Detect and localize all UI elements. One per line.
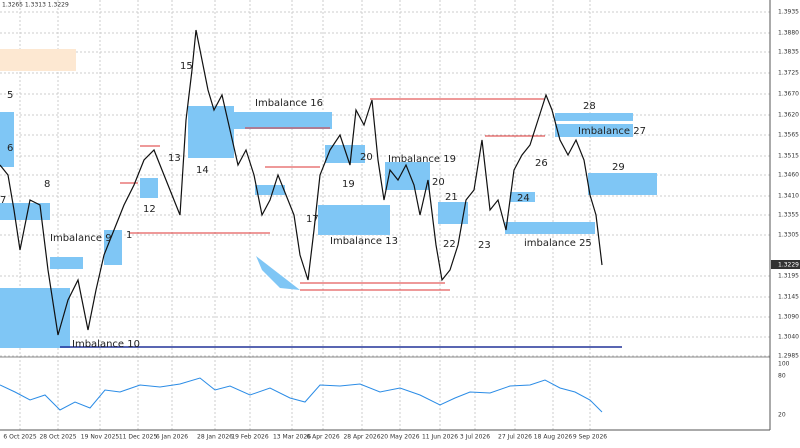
- indicator-label: 100: [778, 361, 790, 368]
- imbalance-zone: [140, 178, 158, 198]
- price-label: 1.3305: [778, 232, 799, 239]
- price-label: 1.3040: [778, 334, 799, 341]
- current-price-box: [771, 260, 800, 269]
- price-label: 1.2985: [778, 353, 799, 360]
- imbalance-zone: [555, 113, 633, 121]
- imbalance-zone: [505, 222, 595, 234]
- date-label: 20 May 2026: [380, 434, 419, 441]
- annotation: 22: [443, 239, 456, 250]
- indicator-label: 20: [778, 412, 786, 419]
- imbalance-zone: [555, 124, 633, 137]
- date-label: 6 Jan 2026: [156, 434, 188, 441]
- annotation: 29: [612, 162, 625, 173]
- date-label: 18 Aug 2026: [534, 434, 573, 441]
- date-label: 9 Sep 2026: [573, 434, 607, 441]
- annotation: 1: [126, 230, 132, 241]
- price-label: 1.3725: [778, 70, 799, 77]
- annotation: 21: [445, 192, 458, 203]
- annotation: 20: [432, 177, 445, 188]
- price-label: 1.3880: [778, 30, 799, 37]
- date-label: 6 Apr 2026: [306, 434, 339, 441]
- date-label: 28 Apr 2026: [343, 434, 380, 441]
- date-label: 13 Mar 2026: [273, 434, 311, 441]
- annotation: 8: [44, 179, 50, 190]
- imbalance-zone: [385, 162, 430, 190]
- date-label: 28 Oct 2025: [39, 434, 76, 441]
- date-label: 19 Feb 2026: [231, 434, 269, 441]
- annotation: 19: [342, 179, 355, 190]
- price-label: 1.3515: [778, 153, 799, 160]
- annotation: 17: [306, 214, 319, 225]
- imbalance-zone: [188, 106, 234, 158]
- current-price: 1.3229: [778, 262, 799, 269]
- date-label: 11 Jun 2026: [422, 434, 458, 441]
- date-label: 27 Jul 2026: [498, 434, 532, 441]
- imbalance-zone: [232, 112, 332, 129]
- indicator-label: 80: [778, 373, 786, 380]
- price-label: 1.3410: [778, 193, 799, 200]
- indicator-line: [0, 377, 603, 413]
- imbalance-zone: [104, 230, 122, 265]
- date-label: 19 Nov 2025: [81, 434, 120, 441]
- price-label: 1.3090: [778, 314, 799, 321]
- annotation: 28: [583, 101, 596, 112]
- imbalance-zone: [0, 288, 70, 348]
- annotation: Imbalance 16: [255, 98, 323, 109]
- levels: [60, 98, 622, 348]
- annotation: Imbalance 9: [50, 233, 112, 244]
- annotation: 6: [7, 143, 13, 154]
- annotation: 12: [143, 204, 156, 215]
- price-label: 1.3460: [778, 172, 799, 179]
- ohlc-header: 1.3265 1.3313 1.3229: [2, 2, 69, 9]
- imbalance-zone: [510, 192, 535, 202]
- imbalance-zone: [0, 203, 50, 220]
- date-label: 6 Oct 2025: [3, 434, 36, 441]
- date-label: 3 Jul 2026: [460, 434, 490, 441]
- imbalance-zone: [588, 173, 657, 195]
- price-label: 1.3935: [778, 9, 799, 16]
- imbalance-zone: [0, 112, 14, 167]
- annotation: 7: [0, 195, 6, 206]
- annotation: 20: [360, 152, 373, 163]
- annotation: 14: [196, 165, 209, 176]
- annotation: 13: [168, 153, 181, 164]
- imbalance-zone: [438, 202, 468, 224]
- price-label: 1.3835: [778, 49, 799, 56]
- imbalance-zone: [318, 205, 390, 235]
- date-label: 28 Jan 2026: [197, 434, 233, 441]
- imbalance-zone: [325, 145, 365, 163]
- annotation: 26: [535, 158, 548, 169]
- annotation: imbalance 25: [524, 238, 592, 249]
- date-label: 11 Dec 2025: [119, 434, 158, 441]
- annotation: 15: [180, 61, 193, 72]
- annotation: Imbalance 27: [578, 126, 646, 137]
- imbalance-zone: [50, 257, 83, 269]
- annotation: 5: [7, 90, 13, 101]
- annotation: Imbalance 10: [72, 339, 140, 350]
- annotation: 24: [517, 193, 530, 204]
- price-label: 1.3195: [778, 273, 799, 280]
- supply-zone: [0, 49, 76, 71]
- price-label: 1.3145: [778, 294, 799, 301]
- price-label: 1.3620: [778, 112, 799, 119]
- price-line: [0, 29, 603, 336]
- annotation: Imbalance 13: [330, 236, 398, 247]
- price-label: 1.3565: [778, 132, 799, 139]
- price-label: 1.3670: [778, 91, 799, 98]
- imbalance-zone: [255, 185, 285, 195]
- annotation: 23: [478, 240, 491, 251]
- price-label: 1.3355: [778, 212, 799, 219]
- zones: [0, 49, 657, 348]
- imbalance-zone: [256, 256, 300, 290]
- annotation: Imbalance 19: [388, 154, 456, 165]
